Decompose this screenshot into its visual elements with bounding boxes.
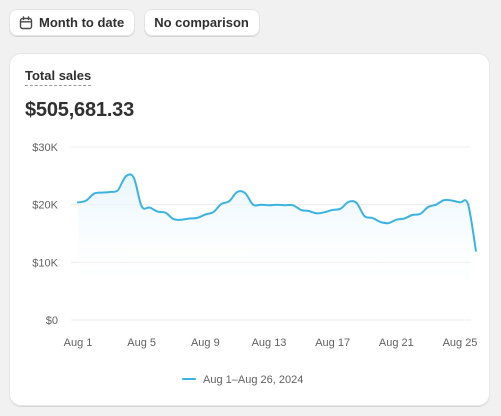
comparison-button[interactable]: No comparison [144, 9, 260, 36]
total-sales-value: $505,681.33 [25, 99, 135, 121]
x-tick-label: Aug 17 [315, 337, 350, 349]
x-tick-label: Aug 9 [191, 337, 220, 349]
date-range-button[interactable]: Month to date [9, 9, 136, 36]
x-tick-label: Aug 13 [252, 337, 287, 349]
toolbar: Month to date No comparison [9, 9, 260, 36]
series-area [78, 174, 476, 292]
card-title[interactable]: Total sales [25, 68, 92, 86]
sales-chart: $0$10K$20K$30K Aug 1 Aug 5 Aug 9 Aug 13 Aug … [32, 142, 478, 386]
legend: Aug 1–Aug 26, 2024 [182, 374, 303, 386]
x-tick-label: Aug 21 [379, 337, 414, 349]
x-tick-label: Aug 5 [127, 337, 156, 349]
series-line [77, 173, 477, 252]
x-tick-label: Aug 1 [64, 337, 93, 349]
calendar-icon [19, 15, 33, 30]
date-range-label: Month to date [39, 15, 125, 30]
x-axis-labels: Aug 1 Aug 5 Aug 9 Aug 13 Aug 17 Aug 21 Aug 25 [64, 337, 478, 349]
total-sales-card: Total sales $505,681.33 $0 $10K $20K $30K A… [9, 53, 490, 406]
x-tick-label: Aug 25 [443, 337, 478, 349]
y-tick-label: $20K [32, 200, 58, 212]
y-tick-label: $0 [46, 315, 58, 327]
y-tick-label: $10K [32, 257, 58, 269]
comparison-label: No comparison [154, 15, 249, 30]
legend-label: Aug 1–Aug 26, 2024 [203, 374, 303, 386]
y-tick-label: $30K [32, 142, 58, 154]
